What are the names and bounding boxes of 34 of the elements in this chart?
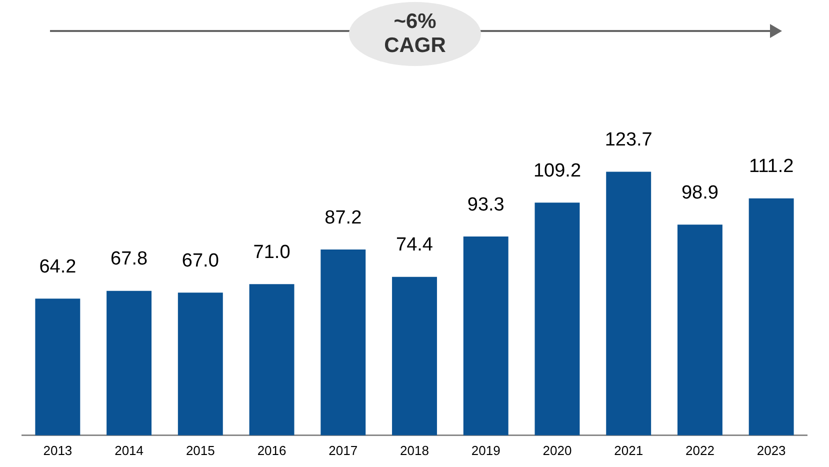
bar — [463, 236, 508, 436]
bar — [677, 224, 722, 436]
x-tick-label: 2015 — [186, 442, 215, 458]
x-tick-label: 2016 — [257, 442, 286, 458]
ellipse-badge: ~6% CAGR — [349, 2, 481, 66]
x-tick-label: 2013 — [43, 442, 72, 458]
data-label: 67.0 — [182, 250, 219, 272]
bar — [249, 284, 294, 436]
data-label: 71.0 — [253, 242, 290, 263]
bar — [606, 172, 652, 436]
bar — [106, 290, 152, 436]
data-label: 98.9 — [681, 182, 718, 204]
bar — [178, 292, 223, 436]
x-tick-label: 2017 — [328, 442, 358, 458]
bar — [35, 298, 80, 436]
data-label: 111.2 — [748, 156, 794, 178]
x-tick-label: 2019 — [471, 442, 500, 458]
x-tick-label: 2023 — [756, 442, 786, 458]
data-label: 87.2 — [324, 207, 362, 228]
data-label: 74.4 — [396, 234, 434, 256]
x-tick-label: 2021 — [614, 442, 644, 458]
x-tick-label: 2020 — [542, 442, 572, 458]
data-label: 64.2 — [39, 256, 76, 278]
data-label: 109.2 — [533, 160, 581, 182]
x-tick-label: 2014 — [114, 442, 144, 458]
bar — [748, 198, 794, 436]
data-label: 93.3 — [467, 194, 504, 216]
bar — [392, 276, 437, 436]
data-label: 123.7 — [604, 129, 652, 150]
x-tick-label: 2018 — [400, 442, 429, 458]
bar — [320, 250, 366, 436]
x-tick-label: 2022 — [685, 442, 714, 458]
bar — [534, 202, 580, 436]
data-label: 67.8 — [110, 248, 148, 270]
